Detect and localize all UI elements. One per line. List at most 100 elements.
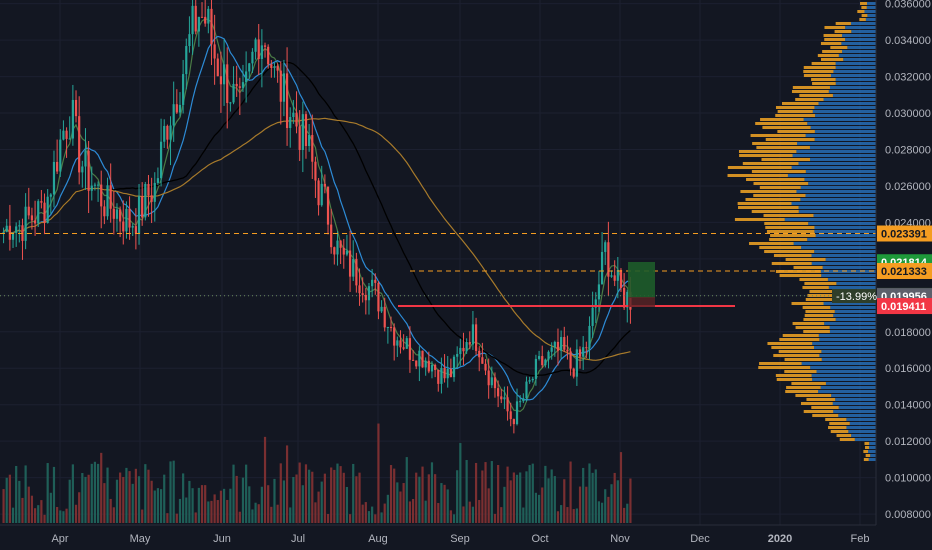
- price-tick-label: 0.010000: [885, 473, 931, 485]
- volume-bar: [282, 480, 286, 523]
- volume-bar: [308, 469, 311, 523]
- profile-up-bar: [810, 126, 876, 129]
- candle-body: [393, 327, 396, 346]
- volume-bar: [399, 491, 402, 523]
- candle-body: [78, 116, 81, 173]
- price-badge: [877, 298, 932, 315]
- volume-bar: [421, 466, 424, 523]
- volume-bar: [112, 507, 115, 523]
- price-badge-text: 0.019411: [881, 301, 926, 313]
- candle-body: [490, 377, 493, 386]
- volume-bar: [364, 502, 367, 523]
- volume-bar: [33, 508, 37, 523]
- profile-up-bar: [868, 458, 876, 461]
- price-badge-text: 0.023391: [881, 228, 927, 240]
- time-axis[interactable]: [0, 525, 932, 550]
- candle-body: [352, 258, 355, 277]
- profile-down-bar: [839, 438, 855, 441]
- profile-up-bar: [868, 450, 876, 453]
- profile-down-bar: [770, 234, 816, 237]
- volume-bar: [619, 452, 623, 523]
- candle-body: [534, 358, 538, 379]
- volume-bar: [582, 467, 585, 523]
- candle-body: [547, 351, 550, 360]
- profile-up-bar: [787, 174, 876, 177]
- volume-bar: [188, 480, 191, 523]
- profile-down-bar: [759, 186, 801, 189]
- candle-body: [81, 166, 84, 173]
- candle-body: [147, 184, 150, 196]
- candle-body: [528, 380, 531, 382]
- volume-bar: [314, 502, 317, 523]
- candle-body: [96, 184, 100, 186]
- candle-body: [449, 368, 452, 378]
- profile-down-bar: [739, 154, 793, 157]
- profile-up-bar: [812, 110, 876, 113]
- horizontal-lines[interactable]: [0, 232, 876, 308]
- price-tick-label: 0.014000: [885, 400, 931, 412]
- profile-up-bar: [849, 422, 876, 425]
- profile-up-bar: [820, 270, 876, 273]
- ma-mid-line: [3, 35, 631, 401]
- candle-body: [213, 44, 216, 59]
- candle-body: [506, 397, 509, 412]
- profile-down-bar: [752, 142, 798, 145]
- long-position-target-zone[interactable]: [628, 262, 655, 298]
- candle-body: [141, 196, 144, 218]
- candle-body: [194, 5, 197, 32]
- candle-body: [163, 125, 166, 142]
- profile-down-bar: [807, 294, 835, 297]
- profile-up-bar: [797, 142, 876, 145]
- profile-down-bar: [834, 30, 852, 33]
- volume-bar: [588, 463, 591, 523]
- volume-bar: [109, 498, 112, 523]
- profile-down-bar: [777, 110, 813, 113]
- candle-body: [144, 184, 147, 218]
- volume-bar: [503, 486, 506, 523]
- volume-bar: [437, 503, 440, 523]
- volume-bar: [122, 476, 125, 523]
- profile-down-bar: [824, 26, 846, 29]
- candle-body: [200, 16, 204, 18]
- candle-body: [137, 196, 141, 234]
- volume-bar: [367, 511, 371, 523]
- volume-bar: [572, 509, 575, 523]
- volume-bar: [43, 514, 46, 523]
- plot-area[interactable]: [0, 0, 876, 525]
- candle-body: [424, 360, 427, 368]
- volume-bar: [459, 443, 462, 523]
- profile-down-bar: [759, 362, 802, 365]
- profile-up-bar: [833, 70, 876, 73]
- long-position-stop-zone[interactable]: [628, 297, 655, 307]
- candle-body: [219, 76, 223, 85]
- volume-bar: [317, 491, 320, 523]
- profile-down-bar: [803, 318, 836, 321]
- volume-bar: [59, 510, 62, 523]
- volume-bar: [626, 503, 629, 523]
- profile-down-bar: [824, 38, 846, 41]
- volume-bar: [487, 488, 490, 523]
- volume-bar: [5, 477, 8, 523]
- profile-down-bar: [803, 330, 830, 333]
- candle-body: [594, 299, 597, 308]
- profile-down-bar: [823, 34, 843, 37]
- volume-bar: [330, 467, 333, 523]
- candle-body: [115, 209, 119, 219]
- profile-up-bar: [869, 446, 876, 449]
- candle-body: [550, 347, 553, 352]
- volume-bar: [2, 489, 5, 523]
- profile-down-bar: [760, 118, 804, 121]
- profile-down-bar: [861, 6, 867, 9]
- volume-bar: [613, 472, 616, 523]
- profile-up-bar: [835, 318, 876, 321]
- profile-down-bar: [802, 286, 829, 289]
- volume-bar: [629, 478, 632, 523]
- candle-body: [471, 324, 475, 345]
- volume-bar: [402, 483, 405, 523]
- profile-up-bar: [830, 306, 876, 309]
- profile-up-bar: [798, 162, 876, 165]
- candle-body: [522, 398, 525, 402]
- candle-body: [232, 83, 235, 103]
- profile-down-bar: [811, 78, 836, 81]
